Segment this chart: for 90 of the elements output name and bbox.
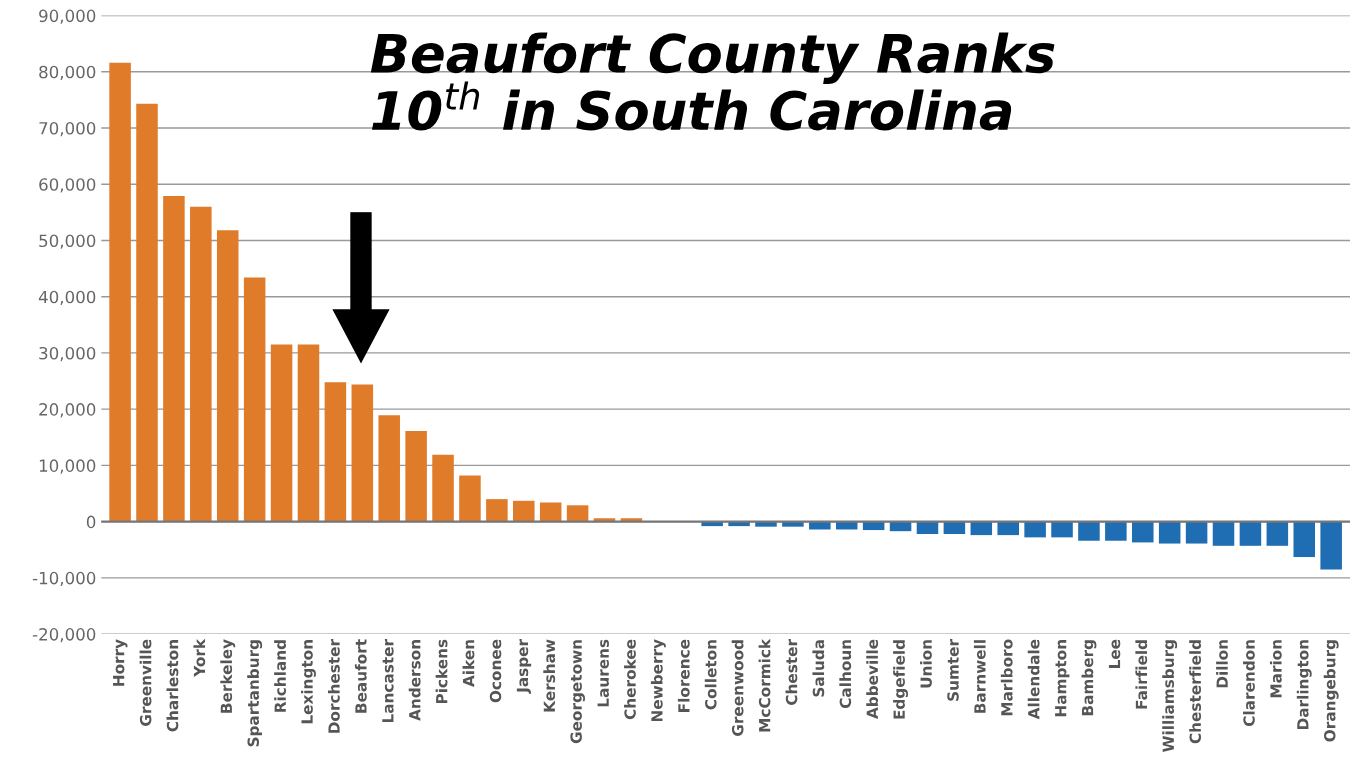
bar	[297, 344, 320, 522]
x-tick-label: Sumter	[947, 638, 959, 701]
x-tick-label: Greenwood	[731, 640, 744, 736]
x-tick-label: Florence	[677, 639, 690, 712]
x-tick-label: Williamsburg	[1162, 640, 1178, 752]
x-tick-label: Chester	[785, 638, 798, 705]
bar	[243, 277, 266, 522]
bar	[270, 344, 293, 522]
x-tick-label: Richland	[274, 640, 286, 712]
y-tick-label: 20,000	[39, 403, 96, 418]
bar	[1051, 521, 1073, 538]
x-tick-label: Hampton	[1055, 640, 1070, 717]
y-tick-label: 90,000	[39, 9, 96, 24]
y-tick-label: -20,000	[32, 628, 96, 643]
x-tick-label: Chesterfield	[1189, 640, 1202, 744]
bar	[1105, 521, 1127, 541]
bar	[1320, 521, 1342, 570]
bar	[136, 103, 158, 522]
y-tick-label: -10,000	[32, 571, 96, 587]
x-tick-label: York	[193, 638, 206, 677]
x-tick-label: Pickens	[435, 639, 448, 704]
x-tick-label: Clarendon	[1243, 640, 1255, 727]
x-tick-label: Edgefield	[893, 640, 909, 719]
x-tick-label: Abbeville	[866, 639, 879, 719]
y-tick-label: 50,000	[39, 234, 96, 249]
bar	[1212, 521, 1235, 546]
y-tick-label: 40,000	[38, 290, 96, 305]
x-tick-label: Lee	[1108, 639, 1121, 668]
x-tick-label: Greenville	[139, 639, 152, 726]
bar	[1239, 521, 1262, 546]
bar	[566, 505, 589, 522]
x-tick-label: Anderson	[408, 640, 421, 721]
bar	[378, 415, 400, 522]
bar	[1024, 521, 1046, 538]
bar	[1078, 521, 1100, 541]
x-tick-label: Lexington	[301, 640, 316, 724]
x-tick-label: Dorchester	[328, 638, 340, 733]
y-tick-label: 60,000	[39, 178, 96, 193]
bar	[216, 230, 239, 522]
y-tick-label: 80,000	[39, 65, 96, 81]
x-tick-label: Colleton	[704, 640, 717, 710]
x-tick-label: Fairfield	[1135, 640, 1148, 709]
x-tick-label: Kershaw	[543, 639, 556, 712]
bar	[163, 196, 185, 522]
bar	[324, 382, 347, 522]
x-tick-label: Oconee	[489, 639, 502, 703]
bar	[351, 384, 374, 522]
x-tick-label: McCormick	[758, 638, 771, 732]
y-tick-label: 10,000	[39, 459, 96, 474]
bar	[459, 475, 481, 522]
bar	[513, 500, 535, 522]
x-tick-label: Dillon	[1216, 640, 1228, 688]
x-tick-label: Darlington	[1296, 640, 1312, 730]
x-tick-label: Georgetown	[570, 640, 585, 744]
bar	[1266, 521, 1289, 546]
bar	[486, 499, 508, 522]
bar	[109, 62, 131, 522]
x-tick-label: Union	[920, 640, 932, 688]
x-tick-label: Laurens	[597, 639, 609, 707]
bar	[190, 206, 212, 522]
bar	[539, 502, 562, 522]
x-tick-label: Berkeley	[220, 639, 236, 713]
x-tick-label: Lancaster	[382, 638, 394, 723]
bar	[405, 431, 427, 522]
bar	[1132, 521, 1154, 543]
x-tick-label: Newberry	[650, 639, 666, 722]
bar	[1293, 521, 1316, 558]
x-tick-label: Charleston	[166, 640, 179, 732]
x-tick-label: Allendale	[1027, 639, 1040, 720]
annotation: Beaufort County Ranks 10$^{th}$ in South Carolina	[370, 32, 1055, 131]
x-tick-label: Spartanburg	[247, 640, 263, 747]
x-tick-label: Aiken	[462, 640, 475, 687]
x-tick-label: Calhoun	[839, 640, 852, 709]
x-tick-label: Marion	[1269, 640, 1282, 698]
y-tick-label: 0	[86, 515, 96, 529]
x-tick-label: Cherokee	[624, 639, 636, 720]
x-tick-label: Orangeburg	[1323, 640, 1339, 742]
x-tick-label: Beaufort	[354, 639, 367, 713]
bar	[432, 454, 454, 522]
x-tick-label: Horry	[113, 639, 128, 686]
x-tick-label: Saluda	[812, 640, 825, 697]
bar	[1158, 521, 1181, 544]
y-tick-label: 30,000	[39, 346, 96, 362]
x-tick-label: Barnwell	[973, 640, 986, 713]
x-tick-label: Bamberg	[1081, 640, 1097, 716]
bar	[997, 521, 1019, 536]
x-tick-label: Marlboro	[1000, 639, 1013, 716]
y-tick-label: 70,000	[39, 121, 96, 137]
x-tick-label: Jasper	[516, 638, 532, 694]
bar	[1185, 521, 1208, 544]
